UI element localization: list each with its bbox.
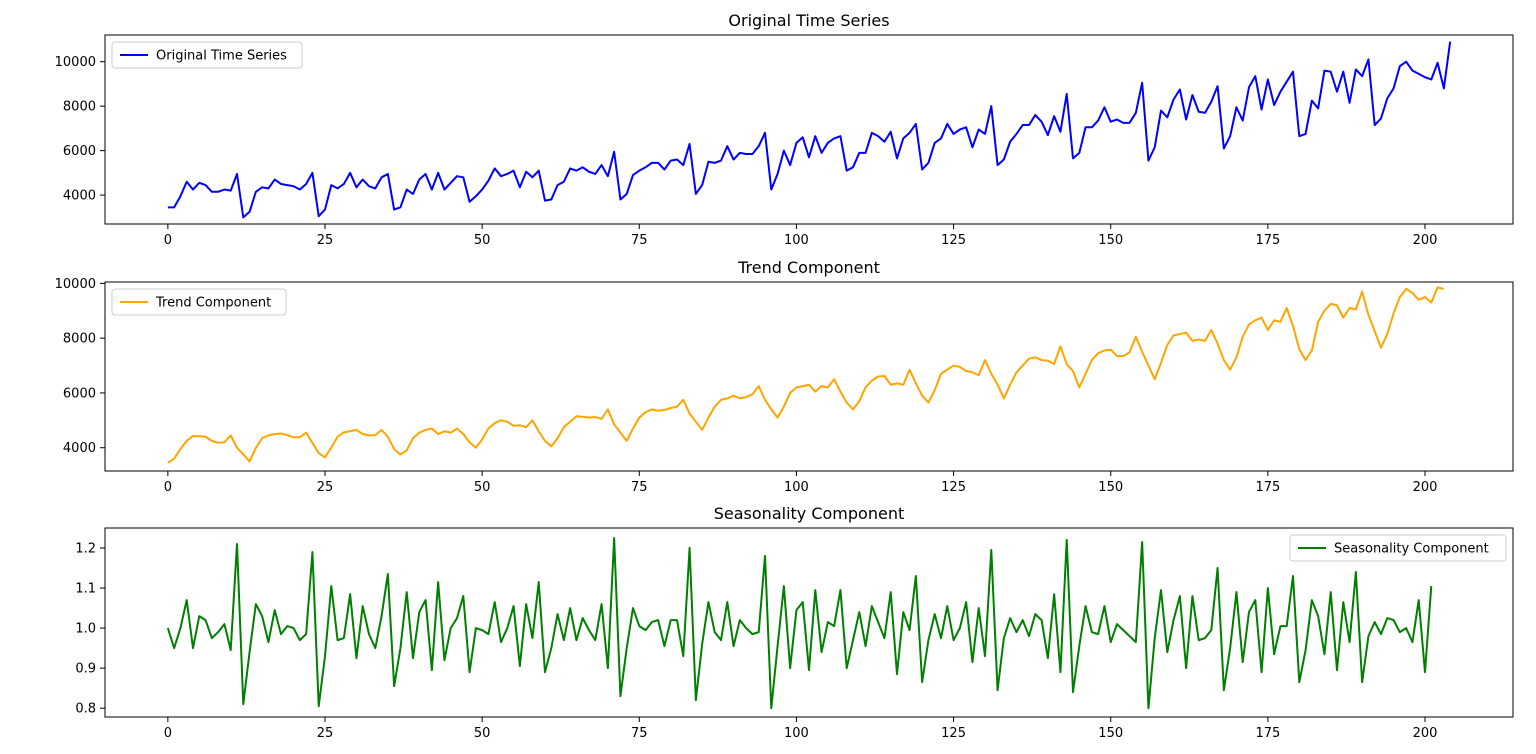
y-tick-label: 0.9 [75,662,96,677]
x-tick-label: 150 [1098,480,1123,495]
series-line-1 [167,41,1452,219]
axes-frame [104,281,1514,472]
legend: Trend Component [111,288,287,316]
x-tick-label: 200 [1413,233,1438,248]
x-tick-label: 150 [1098,726,1123,741]
y-tick-label: 6000 [63,144,96,159]
y-tick-label: 10000 [55,277,96,292]
x-tick-label: 125 [941,233,966,248]
series-line-1 [166,537,1433,710]
x-tick-label: 200 [1413,726,1438,741]
x-tick-label: 50 [474,480,491,495]
y-tick-label: 8000 [63,100,96,115]
y-tick-label: 0.8 [75,702,96,717]
chart-title: Seasonality Component [714,504,904,523]
chart-title: Trend Component [737,258,880,277]
x-tick-label: 25 [317,480,334,495]
y-tick-label: 1.2 [75,542,96,557]
chart-panel-3: Seasonality Component 0 25 50 75 100 125 150 175… [75,504,1514,741]
legend-box [111,41,303,69]
x-tick-label: 125 [941,480,966,495]
x-tick-label: 175 [1255,233,1280,248]
y-tick-label: 10000 [55,55,96,70]
legend: Seasonality Component [1289,534,1507,562]
x-tick-label: 0 [164,726,172,741]
x-tick-label: 0 [164,233,172,248]
x-tick-label: 175 [1255,480,1280,495]
y-tick-label: 4000 [63,189,96,204]
y-tick-label: 1.1 [75,582,96,597]
chart-title: Original Time Series [728,11,889,30]
x-tick-label: 175 [1255,726,1280,741]
x-tick-label: 25 [317,233,334,248]
y-tick-label: 6000 [63,386,96,401]
chart-panel-2: Trend Component 0 25 50 75 100 125 150 175 200 400… [55,258,1514,495]
x-tick-label: 150 [1098,233,1123,248]
axes-frame [104,527,1514,718]
x-tick-label: 125 [941,726,966,741]
legend-box [1289,534,1507,562]
y-tick-label: 1.0 [75,622,96,637]
legend: Original Time Series [111,41,303,69]
x-tick-label: 0 [164,480,172,495]
y-tick-label: 8000 [63,332,96,347]
chart-panel-1: Original Time Series 0 25 50 75 100 125 150 175 2… [55,11,1514,248]
x-tick-label: 100 [784,233,809,248]
legend-label: Seasonality Component [1334,542,1489,557]
x-tick-label: 75 [631,480,648,495]
y-tick-label: 4000 [63,441,96,456]
legend-label: Trend Component [155,296,271,311]
x-tick-label: 100 [784,726,809,741]
axes-frame [104,34,1514,225]
x-tick-label: 50 [474,726,491,741]
x-tick-label: 100 [784,480,809,495]
x-tick-label: 25 [317,726,334,741]
x-tick-label: 200 [1413,480,1438,495]
legend-label: Original Time Series [156,49,287,64]
x-tick-label: 50 [474,233,491,248]
series-line-1 [167,286,1445,464]
x-tick-label: 75 [631,233,648,248]
x-tick-label: 75 [631,726,648,741]
legend-box [111,288,287,316]
